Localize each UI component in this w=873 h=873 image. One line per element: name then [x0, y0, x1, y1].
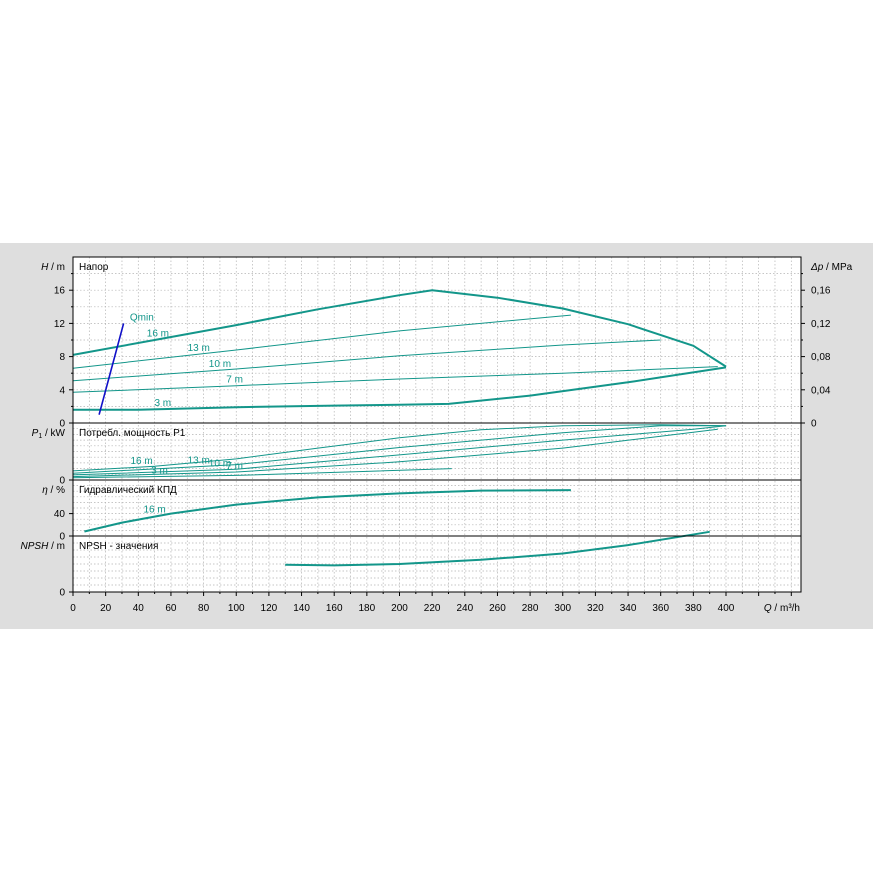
- x-tick-label: 120: [261, 603, 278, 614]
- curve-label-10m: 10 m: [209, 459, 231, 470]
- curve-label-16m: 16 m: [144, 505, 166, 516]
- panel-title-2: Потребл. мощность P1: [79, 427, 186, 439]
- curve-2-16m: [84, 489, 571, 533]
- x-tick-label: 100: [228, 603, 245, 614]
- y-tick-label: 0: [59, 419, 65, 430]
- y2-tick-label: 0,04: [811, 385, 831, 396]
- curve-1-13m: [72, 425, 726, 474]
- curve-label-16m: 16 m: [147, 328, 169, 339]
- y-tick-label: 12: [54, 319, 66, 330]
- x-tick-label: 220: [424, 603, 441, 614]
- curve-1-3m: [72, 468, 452, 479]
- curve-label-qmin: Qmin: [130, 312, 154, 323]
- y-tick-label: 0: [59, 532, 65, 543]
- curve-0-qmin: [98, 323, 125, 415]
- x-tick-label: 180: [359, 603, 376, 614]
- curve-label-3m: 3 m: [151, 466, 168, 477]
- curve-0-3m: [73, 366, 727, 411]
- curve-label-10m: 10 m: [209, 359, 231, 370]
- y-tick-label: 8: [59, 352, 65, 363]
- y-axis-title-1: H / m: [41, 262, 65, 273]
- panel-title-1: Напор: [79, 262, 109, 273]
- curve-label-13m: 13 m: [188, 456, 210, 467]
- curve-label-7m: 7 m: [226, 375, 243, 386]
- panel-frame-4: [72, 535, 802, 593]
- x-tick-label: 260: [489, 603, 506, 614]
- y-tick-label: 4: [59, 385, 65, 396]
- curve-1-10m: [72, 425, 727, 476]
- x-tick-label: 380: [685, 603, 702, 614]
- y2-tick-label: 0,12: [811, 319, 831, 330]
- panel-title-3: Гидравлический КПД: [79, 485, 177, 496]
- curve-label-3m: 3 m: [154, 398, 171, 409]
- y2-tick-label: 0,16: [811, 286, 831, 297]
- curve-0-10m: [72, 339, 661, 382]
- x-tick-label: 200: [391, 603, 408, 614]
- curve-1-7m: [72, 428, 718, 478]
- x-axis-title: Q / m³/h: [764, 603, 800, 614]
- y-axis-title-2: P1 / kW: [32, 428, 66, 440]
- x-tick-label: 360: [652, 603, 669, 614]
- x-tick-label: 240: [456, 603, 473, 614]
- x-tick-label: 20: [100, 603, 112, 614]
- y2-tick-label: 0,08: [811, 352, 831, 363]
- curve-label-13m: 13 m: [188, 343, 210, 354]
- y2-axis-title: Δp / MPa: [810, 262, 853, 273]
- curve-0-16m: [72, 289, 727, 368]
- y-tick-label: 16: [54, 286, 66, 297]
- x-tick-label: 140: [293, 603, 310, 614]
- x-tick-label: 0: [70, 603, 76, 614]
- curve-label-7m: 7 m: [226, 461, 243, 472]
- y-axis-title-4: NPSH / m: [21, 541, 65, 552]
- x-tick-label: 160: [326, 603, 343, 614]
- curve-label-16m: 16 m: [130, 456, 152, 467]
- y-tick-label: 40: [54, 509, 66, 520]
- y-axis-title-3: η / %: [42, 485, 65, 496]
- x-tick-label: 280: [522, 603, 539, 614]
- y-tick-label: 0: [59, 588, 65, 599]
- x-tick-label: 80: [198, 603, 210, 614]
- x-tick-label: 60: [165, 603, 177, 614]
- y2-tick-label: 0: [811, 419, 817, 430]
- y-tick-label: 0: [59, 476, 65, 487]
- x-tick-label: 300: [554, 603, 571, 614]
- x-tick-label: 320: [587, 603, 604, 614]
- curve-1-16m: [72, 424, 727, 472]
- x-tick-label: 340: [620, 603, 637, 614]
- curve-0-13m: [72, 314, 571, 369]
- x-tick-label: 40: [133, 603, 145, 614]
- curve-3-npsh: [285, 530, 710, 567]
- x-tick-label: 400: [718, 603, 735, 614]
- panel-title-4: NPSH - значения: [79, 541, 158, 552]
- curve-0-7m: [72, 366, 718, 393]
